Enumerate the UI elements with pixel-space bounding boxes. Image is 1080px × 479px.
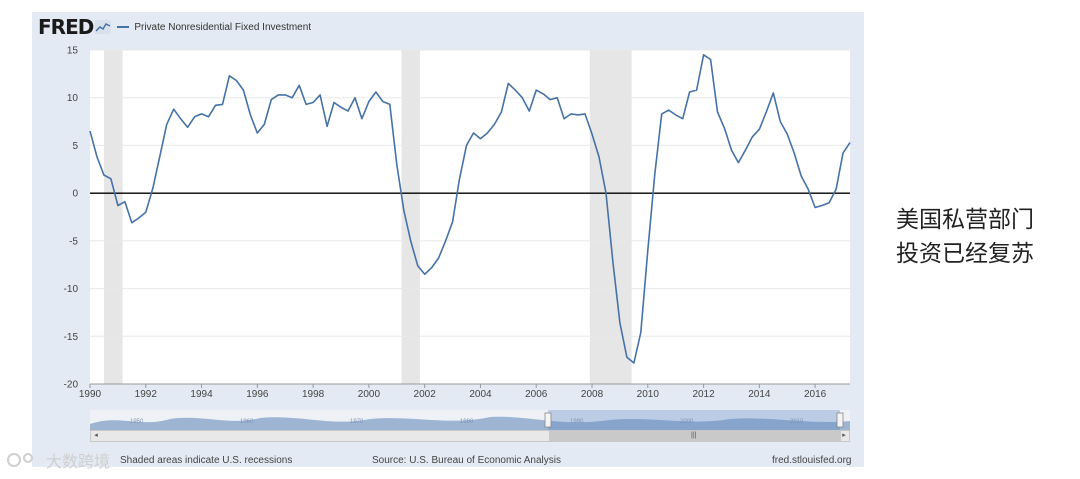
x-tick-label: 2006 bbox=[525, 389, 548, 400]
x-tick-label: 2010 bbox=[637, 389, 660, 400]
recession-band bbox=[589, 50, 632, 384]
fred-url[interactable]: fred.stlouisfed.org bbox=[772, 455, 852, 466]
x-tick-label: 2004 bbox=[469, 389, 492, 400]
y-tick-label: 5 bbox=[72, 141, 78, 152]
annotation-line-1: 美国私营部门 bbox=[896, 206, 1034, 232]
x-tick-label: 2000 bbox=[358, 389, 381, 400]
x-tick-label: 2014 bbox=[748, 389, 771, 400]
navigator-label: 1980 bbox=[460, 419, 474, 425]
x-tick-label: 1998 bbox=[302, 389, 325, 400]
x-tick-label: 2016 bbox=[804, 389, 827, 400]
watermark-text: 大数跨境 bbox=[46, 454, 111, 471]
scroll-grip-icon: ||| bbox=[691, 432, 697, 439]
chart-header: FRED Private Nonresidential Fixed Invest… bbox=[38, 15, 311, 39]
scroll-right-arrow[interactable]: ▸ bbox=[842, 432, 846, 439]
scroll-thumb[interactable] bbox=[549, 431, 841, 441]
scroll-left-arrow[interactable]: ◂ bbox=[94, 432, 98, 439]
annotation-text: 美国私营部门 投资已经复苏 bbox=[896, 202, 1034, 270]
navigator-right-handle[interactable] bbox=[836, 412, 844, 428]
y-tick-label: -5 bbox=[69, 236, 78, 247]
legend-line-swatch bbox=[117, 26, 130, 28]
navigator-label: 1950 bbox=[130, 419, 144, 425]
x-tick-label: 1994 bbox=[190, 389, 213, 400]
navigator-label: 2010 bbox=[790, 419, 804, 425]
navigator-label: 1970 bbox=[350, 419, 364, 425]
x-tick-label: 1996 bbox=[246, 389, 269, 400]
x-tick-label: 2008 bbox=[581, 389, 604, 400]
y-tick-label: -15 bbox=[64, 332, 79, 343]
series-line bbox=[89, 54, 851, 364]
legend-label: Private Nonresidential Fixed Investment bbox=[134, 21, 312, 33]
navigator-label: 1960 bbox=[240, 419, 254, 425]
y-tick-label: -20 bbox=[64, 380, 79, 391]
x-tick-label: 1990 bbox=[79, 389, 102, 400]
recession-band bbox=[401, 50, 420, 384]
recession-note: Shaded areas indicate U.S. recessions bbox=[120, 455, 293, 466]
y-tick-label: 10 bbox=[67, 93, 79, 104]
range-navigator[interactable]: 1950 1960 1970 1980 1990 2000 2010 bbox=[90, 410, 850, 430]
y-tick-label: 15 bbox=[67, 46, 79, 57]
legend: Private Nonresidential Fixed Investment bbox=[117, 22, 311, 33]
fred-logo[interactable]: FRED bbox=[38, 15, 94, 39]
navigator-overview: 1950 1960 1970 1980 1990 2000 2010 bbox=[90, 410, 850, 430]
navigator-scrollbar[interactable]: ◂ ||| ▸ bbox=[90, 430, 850, 442]
navigator-left-handle[interactable] bbox=[544, 412, 552, 428]
annotation-line-2: 投资已经复苏 bbox=[896, 240, 1034, 266]
fred-graph-icon bbox=[95, 20, 112, 34]
y-tick-label: 0 bbox=[72, 189, 78, 200]
plot-area bbox=[90, 50, 850, 384]
x-tick-label: 1992 bbox=[135, 389, 158, 400]
x-tick-label: 2002 bbox=[414, 389, 437, 400]
recession-band bbox=[103, 50, 123, 384]
x-tick-label: 2012 bbox=[692, 389, 715, 400]
y-tick-label: -10 bbox=[64, 284, 79, 295]
watermark: 大数跨境 bbox=[6, 448, 110, 472]
navigator-label: 1990 bbox=[570, 419, 584, 425]
source-text: Source: U.S. Bureau of Economic Analysis bbox=[372, 455, 561, 466]
navigator-label: 2000 bbox=[680, 419, 694, 425]
watermark-logo-icon bbox=[7, 453, 33, 467]
